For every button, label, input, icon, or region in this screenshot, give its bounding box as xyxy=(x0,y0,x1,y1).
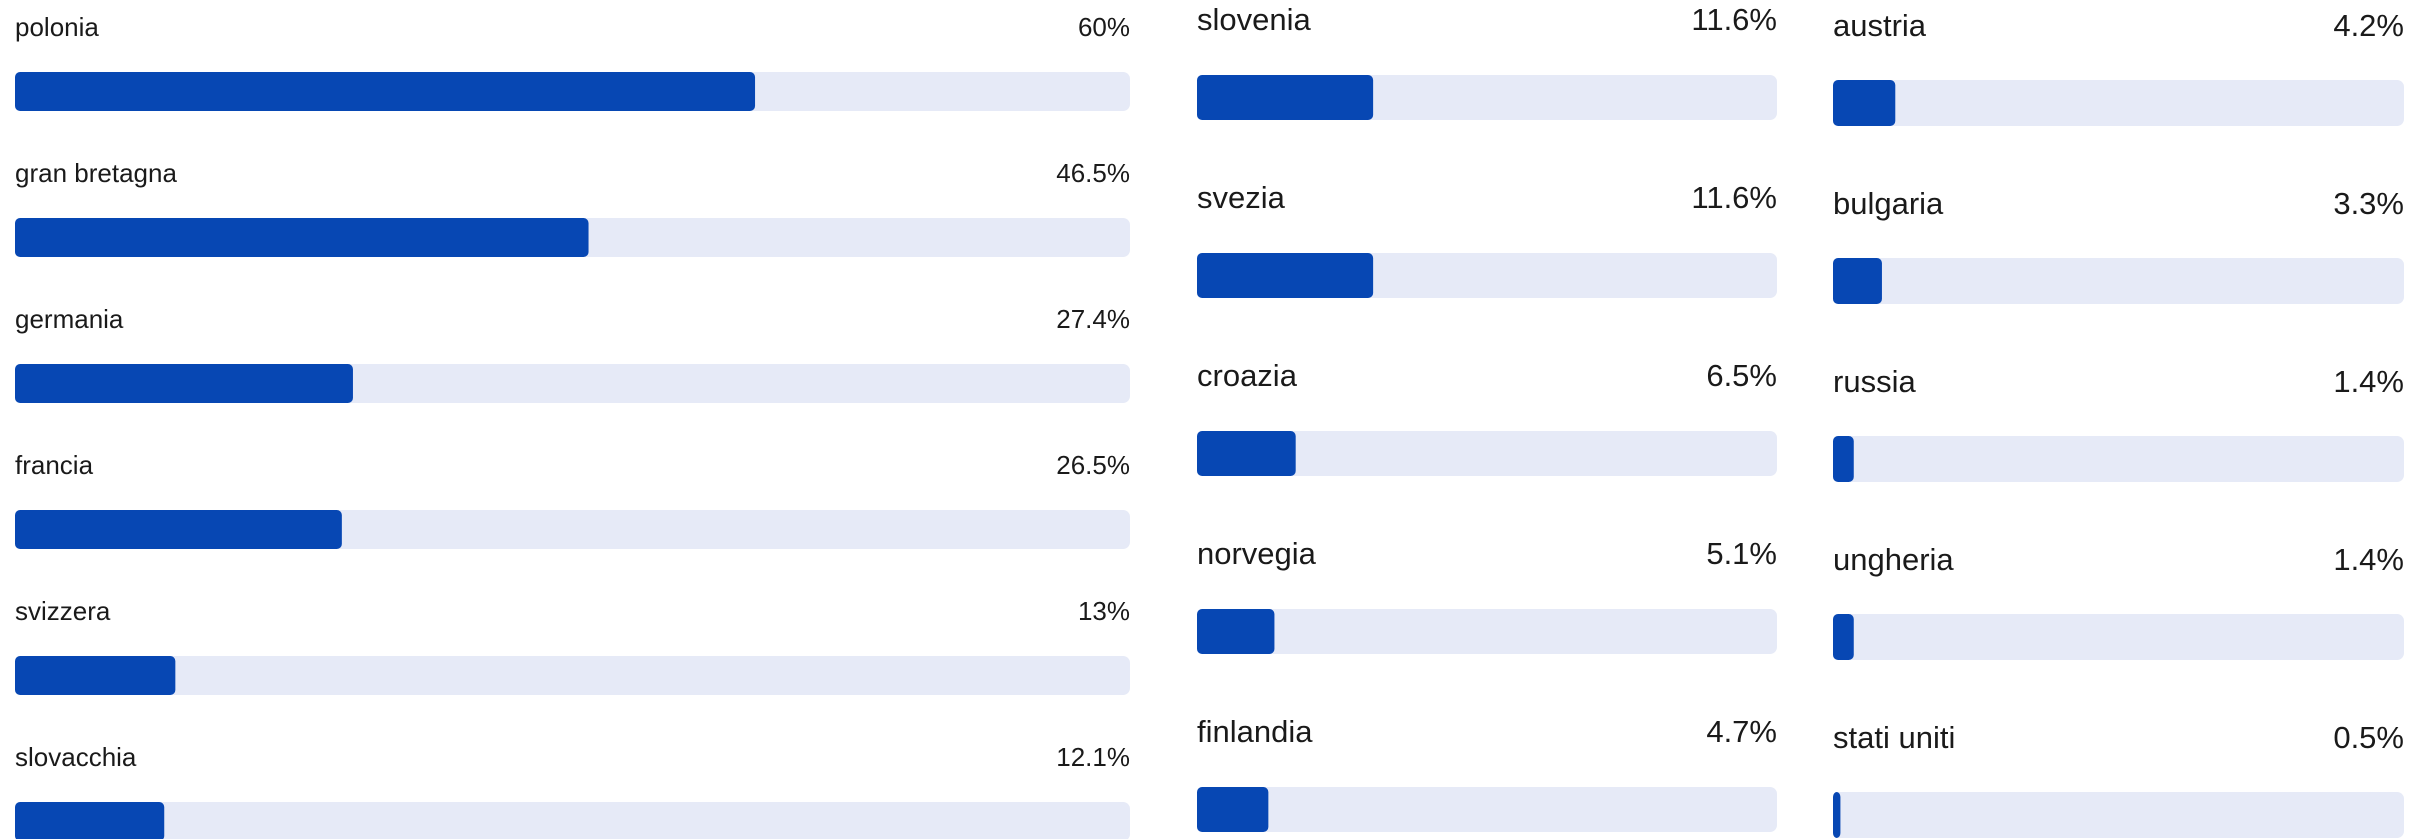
bar-track xyxy=(15,802,1130,839)
bar-track xyxy=(1833,792,2404,838)
category-label: svezia xyxy=(1197,180,1286,215)
bar xyxy=(1197,75,1374,120)
bar xyxy=(15,656,176,695)
category-label: gran bretagna xyxy=(15,158,177,188)
category-label: croazia xyxy=(1197,358,1298,393)
category-label: slovacchia xyxy=(15,742,137,772)
value-label: 5.1% xyxy=(1706,536,1777,571)
category-label: polonia xyxy=(15,12,99,42)
category-label: slovenia xyxy=(1197,2,1311,37)
bar-track xyxy=(1833,80,2404,126)
bar-track xyxy=(1197,787,1777,832)
value-label: 27.4% xyxy=(1056,304,1130,334)
bar-track xyxy=(1833,614,2404,660)
bar xyxy=(15,510,342,549)
bar xyxy=(15,218,589,257)
bar xyxy=(1197,787,1269,832)
value-label: 0.5% xyxy=(2333,720,2404,755)
value-label: 11.6% xyxy=(1691,180,1777,215)
value-label: 13% xyxy=(1078,596,1130,626)
value-label: 4.2% xyxy=(2333,8,2404,43)
bar xyxy=(1197,253,1374,298)
bar xyxy=(1833,80,1896,126)
value-label: 46.5% xyxy=(1056,158,1130,188)
category-label: francia xyxy=(15,450,94,480)
value-label: 4.7% xyxy=(1706,714,1777,749)
value-label: 60% xyxy=(1078,12,1130,42)
value-label: 1.4% xyxy=(2333,364,2404,399)
bar xyxy=(1833,436,1854,482)
category-label: russia xyxy=(1833,364,1916,399)
bar-track xyxy=(1833,258,2404,304)
category-label: finlandia xyxy=(1197,714,1313,749)
category-label: norvegia xyxy=(1197,536,1317,571)
value-label: 3.3% xyxy=(2333,186,2404,221)
category-label: ungheria xyxy=(1833,542,1954,577)
value-label: 6.5% xyxy=(1706,358,1777,393)
bar xyxy=(15,802,165,839)
bar xyxy=(1833,792,1841,838)
bar xyxy=(15,364,353,403)
bar xyxy=(1833,614,1854,660)
category-label: germania xyxy=(15,304,124,334)
category-label: bulgaria xyxy=(1833,186,1944,221)
bar xyxy=(15,72,756,111)
value-label: 26.5% xyxy=(1056,450,1130,480)
bar-track xyxy=(1197,609,1777,654)
bar xyxy=(1197,431,1296,476)
bar xyxy=(1197,609,1275,654)
bar xyxy=(1833,258,1882,304)
category-label: stati uniti xyxy=(1833,720,1955,755)
bar-track xyxy=(1833,436,2404,482)
value-label: 12.1% xyxy=(1056,742,1130,772)
value-label: 11.6% xyxy=(1691,2,1777,37)
category-label: austria xyxy=(1833,8,1927,43)
bar-track xyxy=(15,656,1130,695)
value-label: 1.4% xyxy=(2333,542,2404,577)
category-label: svizzera xyxy=(15,596,111,626)
bar-track xyxy=(1197,431,1777,476)
